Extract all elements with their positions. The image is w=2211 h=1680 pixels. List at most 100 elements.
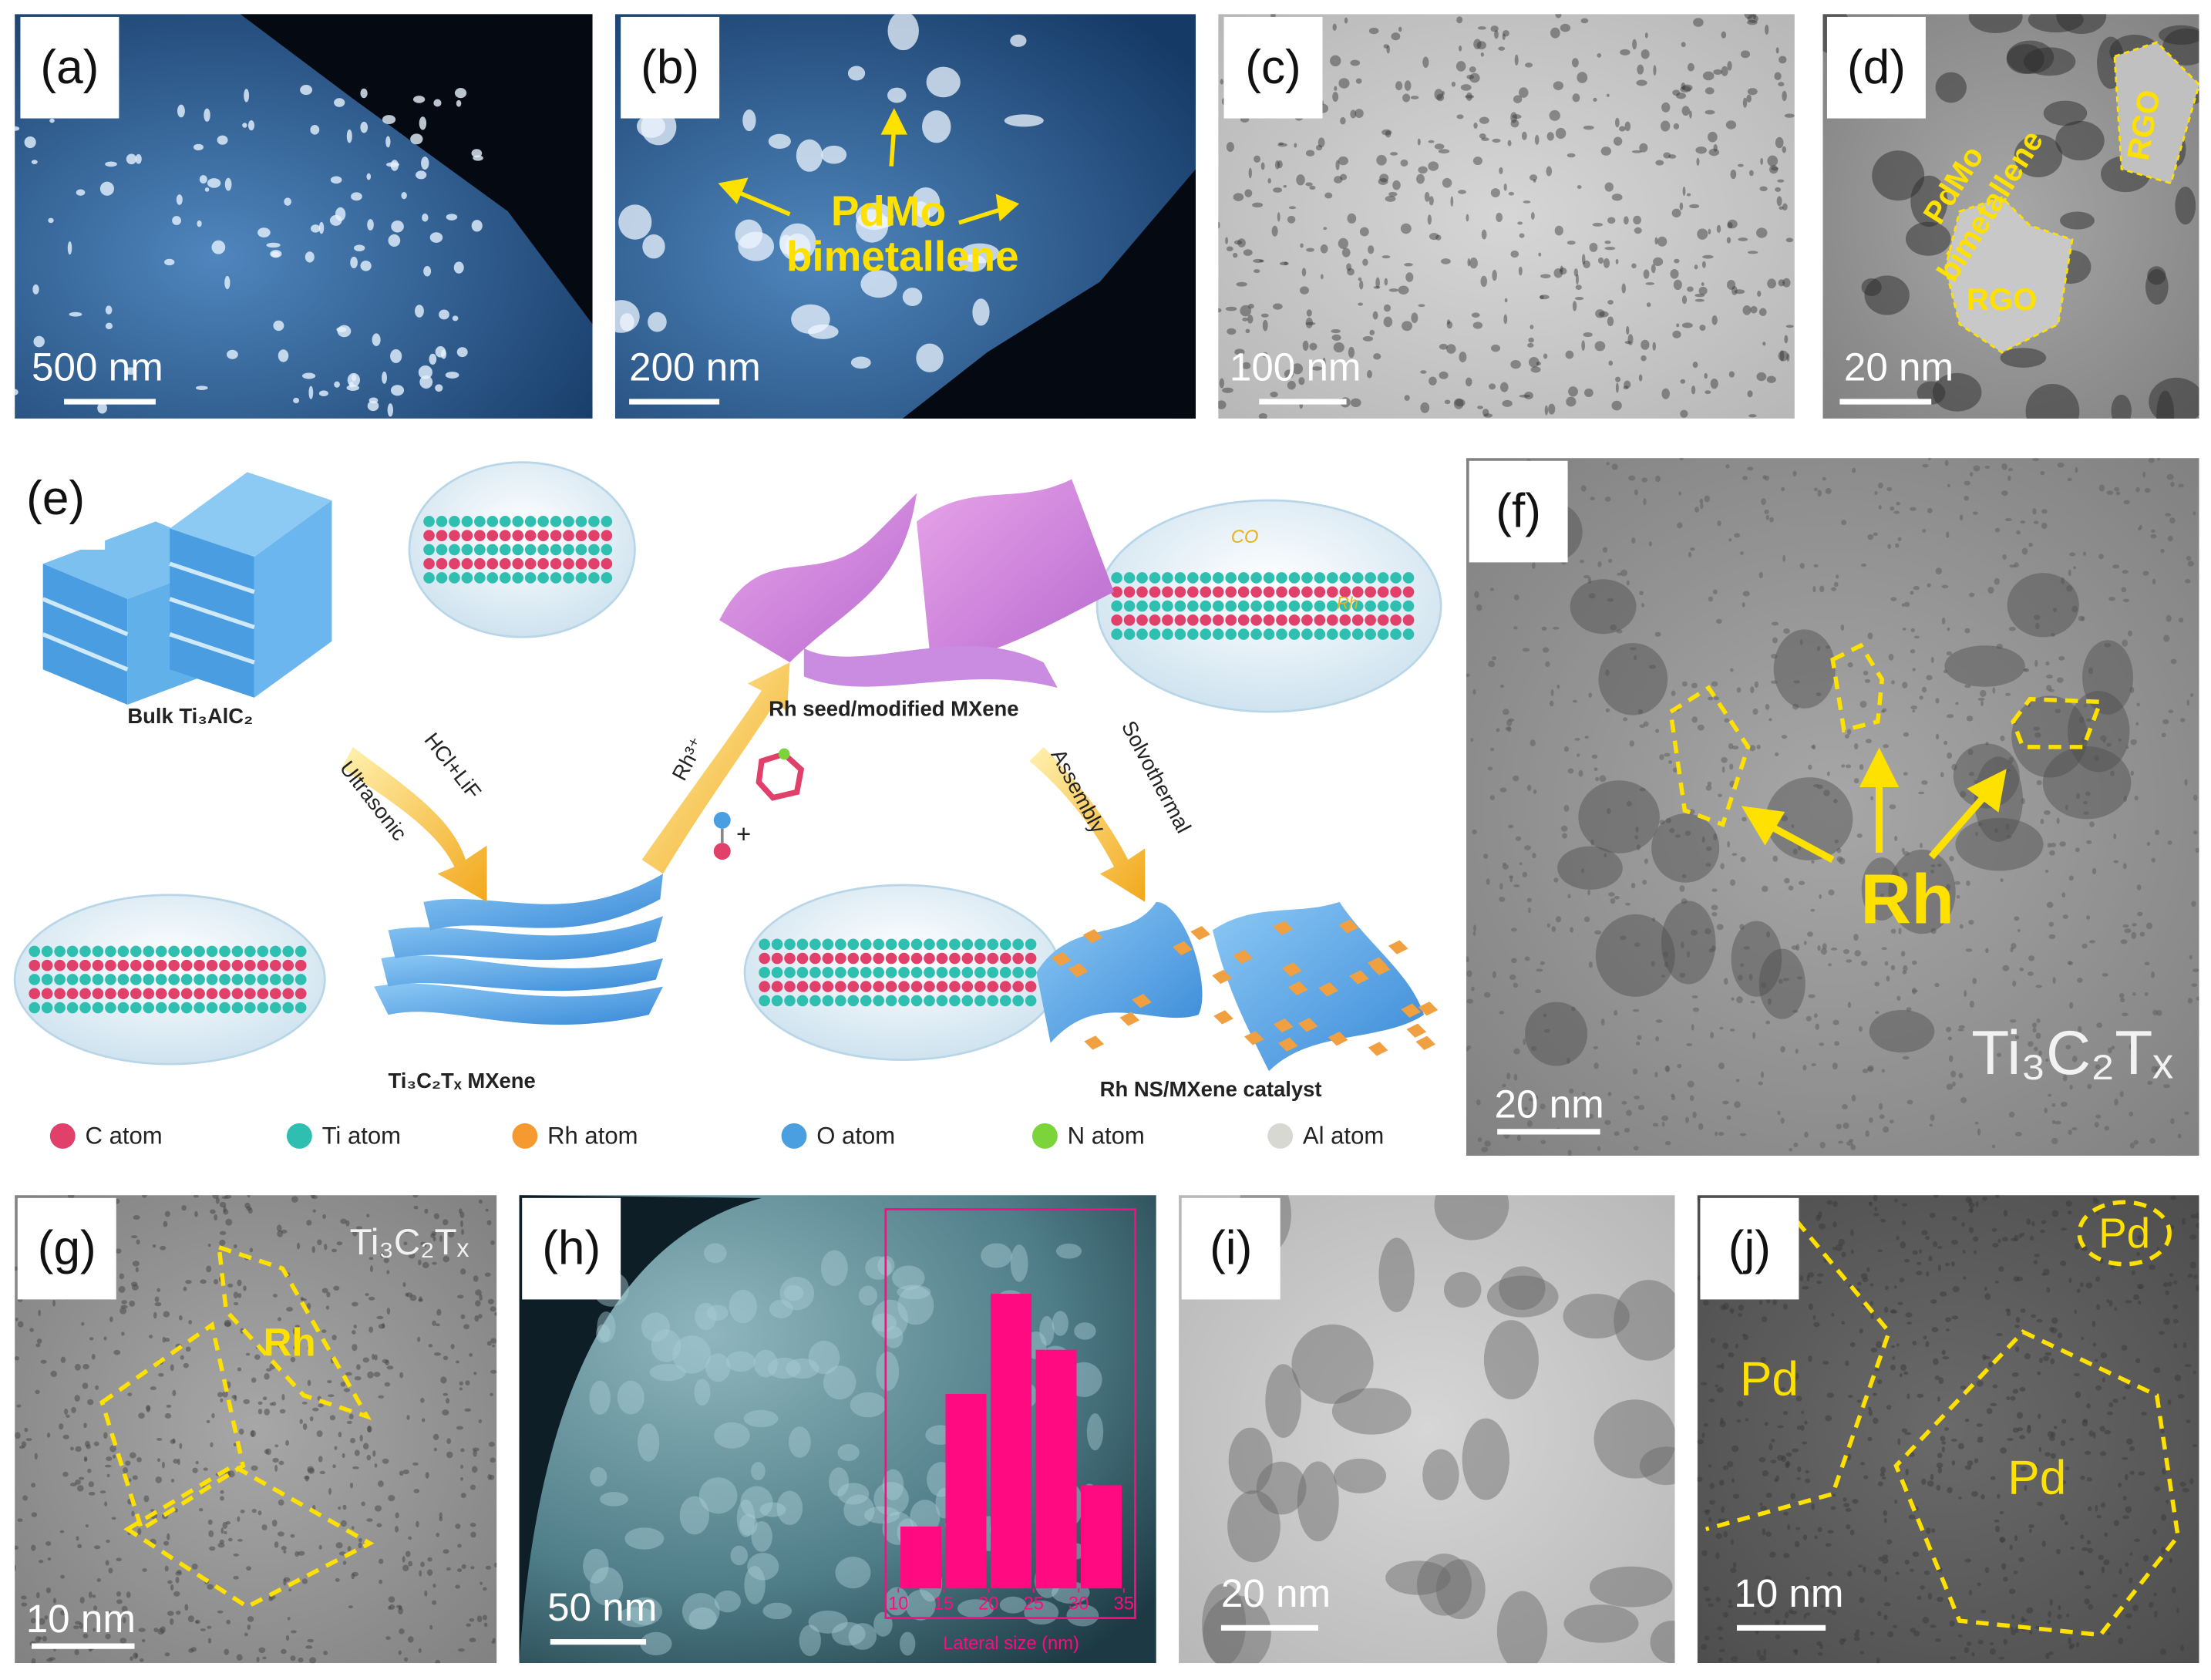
texture [1937, 1246, 1943, 1250]
texture [1655, 475, 1661, 483]
texture [164, 1652, 170, 1657]
texture [1350, 59, 1361, 66]
atom [835, 938, 846, 951]
texture [1964, 480, 1970, 486]
texture [1962, 1250, 1966, 1254]
texture [1728, 371, 1735, 378]
texture [283, 1550, 287, 1554]
texture [1997, 1238, 2001, 1244]
texture [1620, 935, 1627, 941]
texture [432, 1320, 436, 1326]
texture [274, 1444, 279, 1448]
texture [1847, 1453, 1852, 1461]
texture [1359, 280, 1364, 290]
texture [1543, 353, 1548, 359]
flake [1173, 941, 1193, 956]
texture [493, 1562, 497, 1567]
texture [1513, 775, 1519, 782]
texture [1819, 1141, 1826, 1149]
texture [1604, 241, 1611, 244]
texture [2083, 811, 2089, 815]
texture [1936, 1463, 1943, 1469]
texture [69, 1446, 74, 1451]
texture [2135, 722, 2139, 726]
texture [1623, 216, 1629, 225]
texture [1560, 825, 1568, 832]
texture [1639, 1446, 1675, 1486]
texture [1759, 186, 1768, 192]
texture [1550, 27, 1560, 39]
texture [1524, 392, 1533, 400]
texture [1801, 1410, 1805, 1415]
texture [1592, 222, 1604, 227]
texture [1510, 250, 1519, 258]
atom [759, 967, 770, 978]
texture [104, 1464, 112, 1468]
texture [1711, 945, 1717, 951]
texture [2113, 1520, 2119, 1527]
texture [1587, 577, 1592, 584]
texture [1563, 1604, 1639, 1643]
atom [1339, 600, 1351, 612]
texture [1580, 18, 1589, 24]
atom [1288, 586, 1301, 598]
atom [79, 1002, 91, 1014]
texture [1453, 398, 1464, 409]
texture [736, 1499, 756, 1537]
texture [489, 1474, 495, 1480]
texture [2012, 1427, 2019, 1433]
texture [1747, 251, 1758, 254]
texture [1730, 169, 1737, 180]
texture [1270, 391, 1278, 398]
texture [1760, 157, 1763, 165]
texture [1010, 34, 1027, 47]
texture [105, 161, 117, 167]
atom [1149, 586, 1161, 598]
texture [1563, 746, 1569, 752]
atom [168, 959, 180, 971]
texture [1720, 863, 1725, 870]
texture [421, 1418, 426, 1422]
texture [1567, 894, 1571, 899]
texture [1417, 1553, 1472, 1616]
texture [285, 1439, 289, 1446]
texture [679, 1496, 710, 1535]
texture [1795, 1396, 1802, 1402]
texture [1974, 1458, 1979, 1463]
texture [1968, 1589, 1973, 1596]
atom [822, 952, 834, 965]
texture [2059, 841, 2066, 847]
atom [796, 938, 809, 951]
texture [1811, 860, 1815, 864]
flake [1082, 929, 1103, 944]
texture [1721, 766, 1725, 773]
texture [1574, 738, 1580, 741]
texture [2058, 655, 2065, 661]
texture [1868, 1406, 1872, 1411]
texture [1597, 561, 1602, 567]
atom [550, 572, 562, 584]
texture [1789, 1608, 1793, 1614]
texture [1895, 1571, 1900, 1575]
texture [85, 1524, 89, 1528]
atom [294, 959, 307, 971]
legend-swatch [49, 1123, 76, 1149]
texture [187, 1615, 194, 1623]
texture [1730, 1310, 1735, 1315]
texture [31, 1658, 36, 1664]
texture [1758, 948, 1805, 1019]
texture [1637, 709, 1644, 715]
texture [981, 1243, 1012, 1268]
arrow [1029, 746, 1146, 902]
atom [269, 959, 281, 971]
texture [1721, 1506, 1725, 1513]
texture [1672, 330, 1681, 338]
texture [2106, 742, 2112, 747]
texture [1679, 458, 1684, 461]
texture [180, 1355, 184, 1360]
texture [422, 1261, 429, 1268]
texture [1546, 132, 1554, 141]
texture [2151, 857, 2155, 863]
atom [1136, 572, 1148, 584]
texture [2035, 622, 2040, 630]
